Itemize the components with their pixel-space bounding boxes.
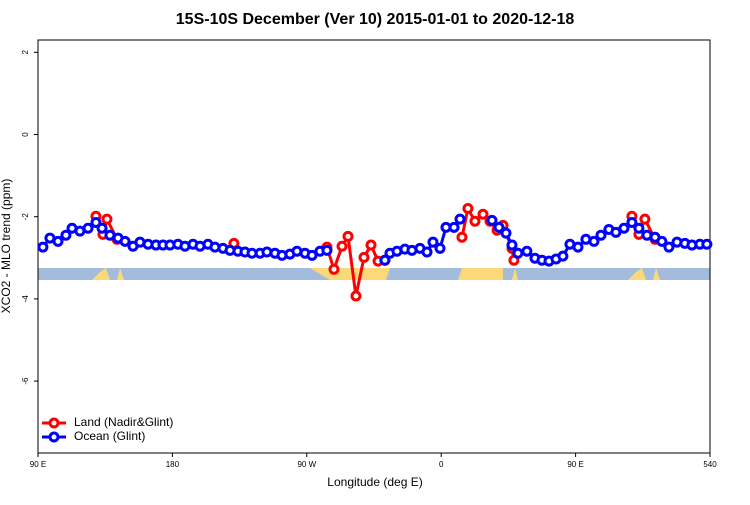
legend-marker [48,417,60,429]
point [421,246,433,258]
chart-title: 15S-10S December (Ver 10) 2015-01-01 to … [176,11,575,28]
point [427,236,439,248]
point [557,250,569,262]
point [663,241,675,253]
point [350,290,362,302]
point [60,229,72,241]
point [82,222,94,234]
point [37,241,49,253]
y-tick-label: 0 [21,132,30,137]
point [90,216,102,228]
point [306,249,318,261]
point [701,238,713,250]
point [610,226,622,238]
point [96,222,108,234]
point [486,214,498,226]
point [656,235,668,247]
point [101,213,113,225]
point [493,221,505,233]
x-tick-label: 540 [703,460,717,469]
point [462,202,474,214]
point [328,263,340,275]
point [342,230,354,242]
land-area [458,268,503,280]
point [336,240,348,252]
y-tick-label: -2 [21,213,30,221]
point [52,235,64,247]
legend: Land (Nadir&Glint)Ocean (Glint) [42,415,173,443]
point [358,251,370,263]
point [477,208,489,220]
point [595,229,607,241]
x-tick-label: 90 E [567,460,583,469]
y-tick-label: -4 [21,295,30,303]
point [633,222,645,234]
legend-marker [48,431,60,443]
land-mask [38,268,710,280]
y-tick-label: 2 [21,50,30,55]
y-tick-label: -6 [21,377,30,385]
point [321,244,333,256]
point [572,241,584,253]
point [469,215,481,227]
point [454,213,466,225]
point [521,245,533,257]
point [434,242,446,254]
point [618,222,630,234]
x-tick-label: 0 [439,460,444,469]
point [506,239,518,251]
point [456,231,468,243]
x-tick-label: 90 E [30,460,46,469]
series-line [94,204,657,297]
point [500,227,512,239]
point [119,235,131,247]
point [588,235,600,247]
legend-label: Ocean (Glint) [74,429,145,443]
point [626,216,638,228]
point [448,221,460,233]
point [365,239,377,251]
x-tick-label: 180 [166,460,180,469]
point [639,213,651,225]
x-axis-label: Longitude (deg E) [327,475,422,489]
x-tick-label: 90 W [297,460,316,469]
y-axis-label: XCO2 - MLO trend (ppm) [0,179,13,314]
point [512,247,524,259]
point [379,254,391,266]
legend-label: Land (Nadir&Glint) [74,415,173,429]
